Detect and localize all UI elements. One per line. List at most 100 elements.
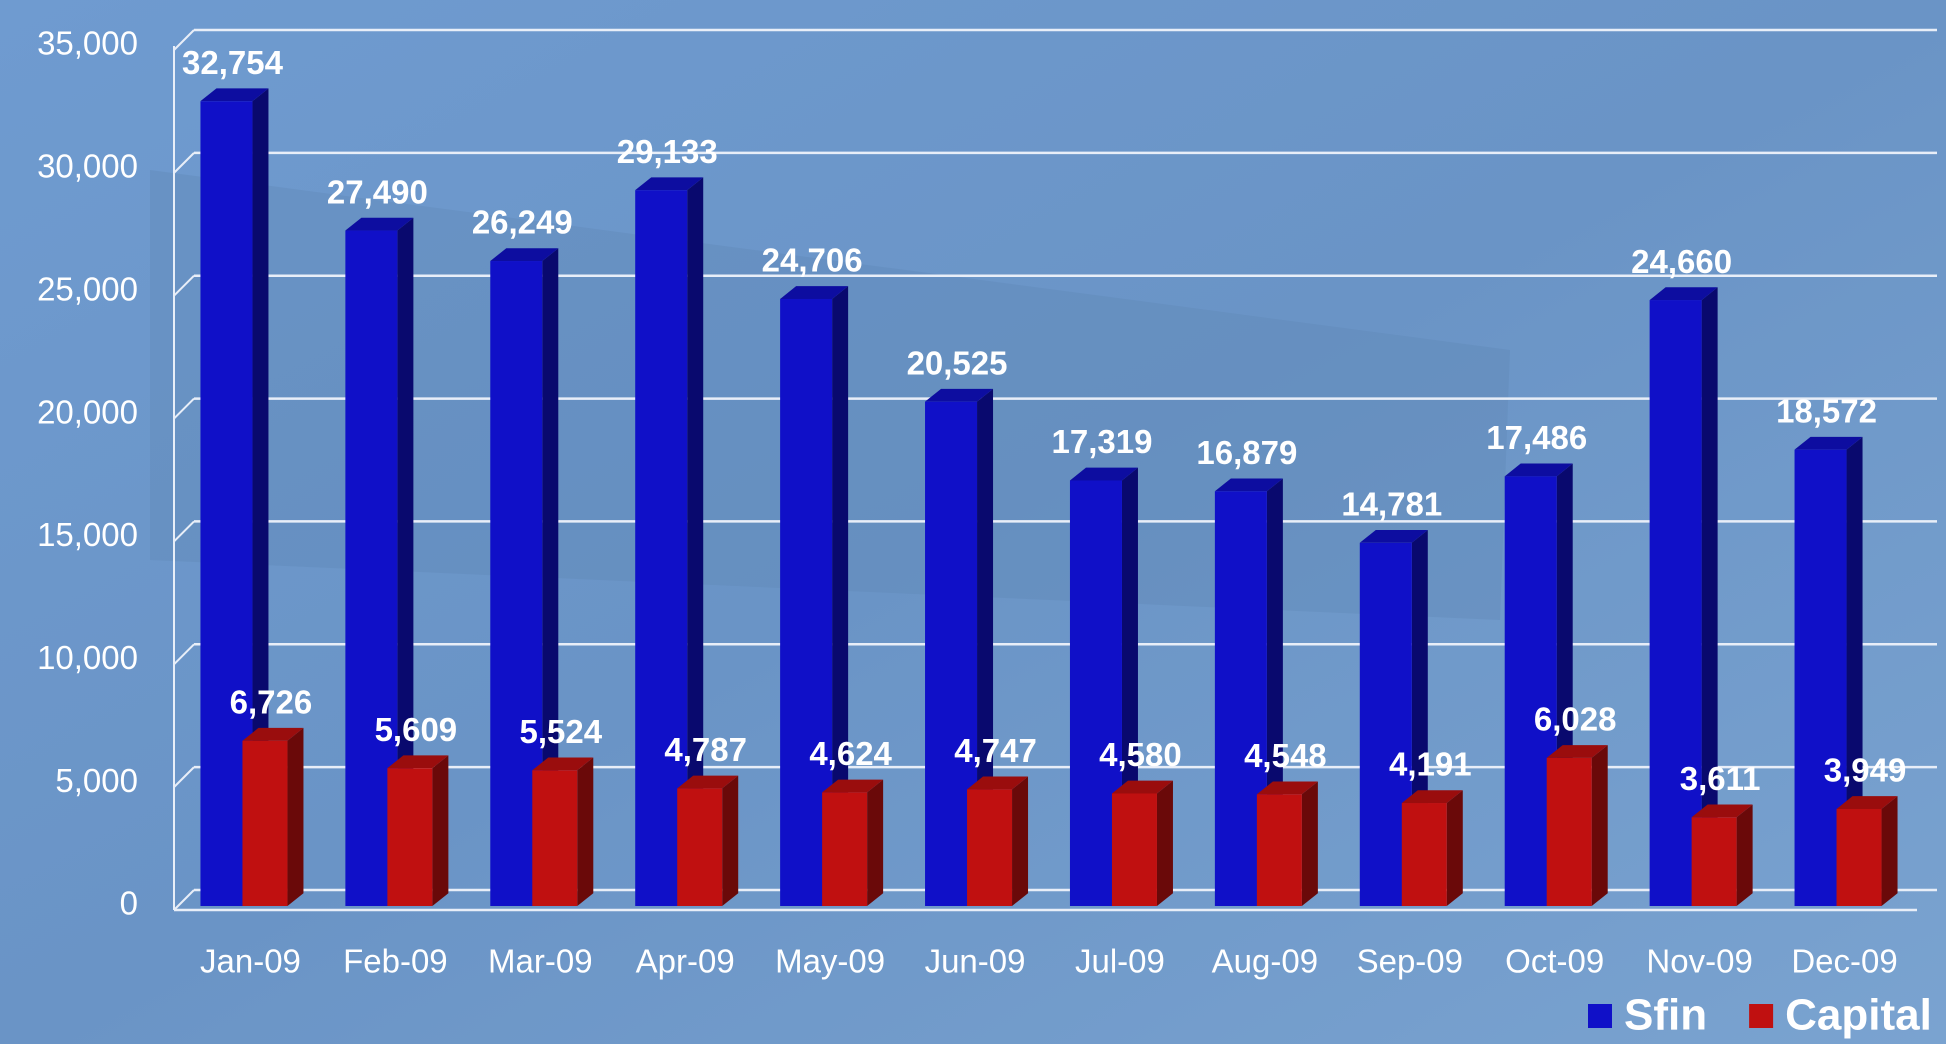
bar-side [542,248,559,906]
bar [635,190,688,906]
bar-top [1649,287,1718,301]
value-label: 3,949 [1824,752,1907,789]
bar-top [532,757,594,771]
bar-top [1504,463,1573,477]
value-label: 4,624 [809,735,892,772]
y-tick-label: 15,000 [37,516,138,553]
bar [1401,803,1447,906]
y-tick-label: 30,000 [37,148,138,185]
x-tick-label: Sep-09 [1357,943,1463,980]
legend-swatch [1749,1004,1774,1028]
bar-top [387,755,449,769]
value-label: 24,706 [762,242,863,279]
value-label: 4,787 [664,731,747,768]
x-tick-label: Jul-09 [1075,943,1165,980]
y-tick-label: 20,000 [37,393,138,430]
bar-top [200,88,269,102]
bar [1546,757,1592,906]
value-label: 16,879 [1196,434,1297,471]
bar-side [1701,287,1718,907]
value-label: 6,726 [230,683,313,720]
x-tick-label: Mar-09 [488,943,593,980]
bar-top [1111,780,1173,794]
bar-side [287,727,304,906]
value-label: 20,525 [907,344,1008,381]
x-tick-label: Oct-09 [1505,943,1604,980]
value-label: 4,548 [1244,737,1327,774]
x-tick-label: Aug-09 [1212,943,1318,980]
bar-top [1691,804,1753,818]
value-label: 29,133 [617,133,718,170]
grid-line-depth [173,889,195,911]
value-label: 32,754 [182,44,284,81]
legend-swatch [1588,1004,1612,1028]
bar-side [832,286,849,906]
value-label: 14,781 [1341,486,1442,523]
bar-top [1256,781,1318,795]
bar [677,788,723,906]
bar-top [1794,436,1863,450]
x-tick-label: Jan-09 [200,943,301,980]
bar-top [677,775,739,789]
x-tick-label: Apr-09 [636,943,735,980]
bar-top [1836,796,1898,809]
value-label: 5,609 [375,711,458,748]
bar-side [577,757,594,906]
y-tick-label: 10,000 [37,639,138,676]
grid-line-depth [173,766,195,788]
bar-top [635,177,704,191]
bar-side [1736,804,1753,906]
value-label: 4,580 [1099,736,1182,773]
bar-side [397,217,414,906]
y-tick-label: 0 [120,885,138,922]
bar-side [1156,780,1173,906]
bar-side [722,775,739,906]
value-label: 17,486 [1486,419,1587,456]
value-label: 3,611 [1680,760,1761,797]
bar [967,789,1013,906]
bar [1111,793,1157,906]
grid-line-depth [173,520,195,543]
bar [1691,817,1737,906]
bar-top [490,248,559,262]
grid-line-depth [173,152,195,174]
bar-top [1546,745,1608,758]
value-label: 18,572 [1776,392,1877,429]
x-tick-label: Feb-09 [343,943,448,980]
bar [387,768,433,906]
grid-line-depth [173,29,195,51]
bar-side [687,177,704,906]
y-tick-label: 25,000 [37,270,138,307]
bar [532,770,578,906]
y-tick-label: 5,000 [55,762,138,799]
bar-top [1214,478,1283,492]
bar-top [1069,467,1138,481]
bar-top [345,217,414,231]
bar-side [1446,790,1463,906]
bar-side [1881,796,1898,906]
value-label: 5,524 [519,713,602,750]
bar [1649,300,1702,906]
bar-top [780,286,849,299]
bar-side [1012,776,1029,906]
value-label: 6,028 [1534,701,1617,738]
x-tick-label: Dec-09 [1791,943,1897,980]
bar-side [432,755,449,906]
grid-line-depth [173,643,195,665]
bar [1256,794,1302,906]
bar [1836,808,1882,906]
bar-top [1359,530,1428,543]
bar [242,740,288,906]
bar [822,792,868,906]
x-tick-label: May-09 [775,943,885,980]
bar-side [1846,436,1863,906]
x-tick-label: Nov-09 [1646,943,1752,980]
y-tick-label: 35,000 [37,25,138,62]
grid-line-depth [173,397,195,420]
bar-side [1301,781,1318,906]
bar-side [252,88,269,906]
legend-label: Capital [1785,991,1932,1040]
bar-top [925,388,994,402]
